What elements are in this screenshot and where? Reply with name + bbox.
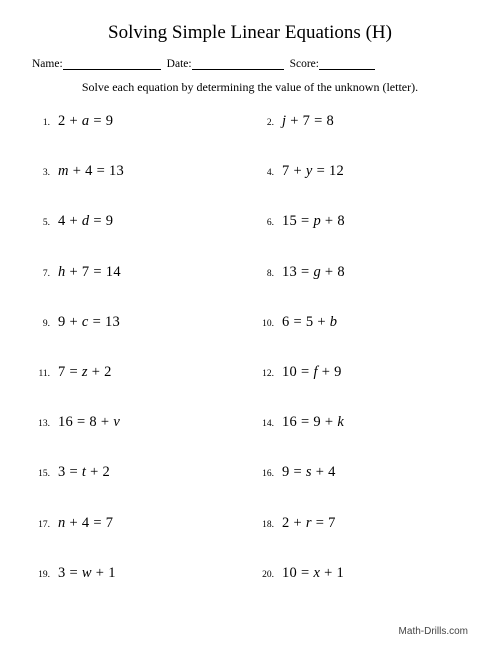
problem-number: 7.	[36, 269, 58, 279]
equation: 9 + c = 13	[58, 314, 120, 331]
problem-number: 12.	[260, 369, 282, 379]
problem: 16.9 = s + 4	[260, 464, 464, 500]
equation: 2 + a = 9	[58, 113, 113, 130]
problem: 14.16 = 9 + k	[260, 414, 464, 450]
footer-attribution: Math-Drills.com	[399, 626, 468, 637]
equation: 6 = 5 + b	[282, 314, 337, 331]
variable: s	[306, 464, 312, 480]
problem: 11.7 = z + 2	[36, 364, 240, 400]
score-field: Score:	[290, 58, 375, 70]
equation: j + 7 = 8	[282, 113, 334, 130]
equation: 7 + y = 12	[282, 163, 344, 180]
variable: p	[313, 213, 321, 229]
equation: h + 7 = 14	[58, 264, 121, 281]
equation: 10 = f + 9	[282, 364, 342, 381]
variable: y	[306, 163, 313, 179]
header-row: Name: Date: Score:	[32, 58, 468, 70]
problem: 3.m + 4 = 13	[36, 163, 240, 199]
problem-number: 1.	[36, 118, 58, 128]
name-blank[interactable]	[63, 58, 161, 70]
date-label: Date:	[167, 58, 192, 70]
variable: d	[82, 213, 90, 229]
date-blank[interactable]	[192, 58, 284, 70]
variable: g	[313, 264, 321, 280]
problem-number: 20.	[260, 570, 282, 580]
variable: n	[58, 515, 66, 531]
problems-grid: 1.2 + a = 9 2.j + 7 = 8 3.m + 4 = 13 4.7 + …	[32, 113, 468, 601]
problem-number: 4.	[260, 168, 282, 178]
variable: v	[113, 414, 120, 430]
problem: 12.10 = f + 9	[260, 364, 464, 400]
variable: w	[82, 565, 92, 581]
problem: 18.2 + r = 7	[260, 515, 464, 551]
equation: 9 = s + 4	[282, 464, 336, 481]
problem: 8.13 = g + 8	[260, 264, 464, 300]
problem: 15.3 = t + 2	[36, 464, 240, 500]
equation: 16 = 8 + v	[58, 414, 120, 431]
problem: 9.9 + c = 13	[36, 314, 240, 350]
variable: c	[82, 314, 89, 330]
problem-number: 2.	[260, 118, 282, 128]
equation: 10 = x + 1	[282, 565, 344, 582]
equation: 15 = p + 8	[282, 213, 345, 230]
equation: 7 = z + 2	[58, 364, 112, 381]
variable: z	[82, 364, 88, 380]
variable: j	[282, 113, 286, 129]
equation: 4 + d = 9	[58, 213, 113, 230]
variable: a	[82, 113, 90, 129]
problem: 5.4 + d = 9	[36, 213, 240, 249]
problem-number: 18.	[260, 520, 282, 530]
name-label: Name:	[32, 58, 63, 70]
equation: m + 4 = 13	[58, 163, 124, 180]
equation: 3 = w + 1	[58, 565, 116, 582]
variable: k	[337, 414, 344, 430]
problem-number: 3.	[36, 168, 58, 178]
variable: b	[330, 314, 338, 330]
date-field: Date:	[167, 58, 284, 70]
variable: f	[313, 364, 317, 380]
page-title: Solving Simple Linear Equations (H)	[32, 22, 468, 44]
problem: 13.16 = 8 + v	[36, 414, 240, 450]
problem-number: 6.	[260, 218, 282, 228]
problem: 20.10 = x + 1	[260, 565, 464, 601]
problem-number: 8.	[260, 269, 282, 279]
equation: 2 + r = 7	[282, 515, 336, 532]
problem: 10.6 = 5 + b	[260, 314, 464, 350]
problem: 7.h + 7 = 14	[36, 264, 240, 300]
problem-number: 11.	[36, 369, 58, 379]
problem-number: 14.	[260, 419, 282, 429]
problem-number: 15.	[36, 469, 58, 479]
problem: 19.3 = w + 1	[36, 565, 240, 601]
problem-number: 10.	[260, 319, 282, 329]
variable: x	[313, 565, 320, 581]
instructions: Solve each equation by determining the v…	[32, 80, 468, 95]
problem-number: 16.	[260, 469, 282, 479]
problem: 4.7 + y = 12	[260, 163, 464, 199]
variable: r	[306, 515, 312, 531]
problem-number: 5.	[36, 218, 58, 228]
problem-number: 17.	[36, 520, 58, 530]
name-field: Name:	[32, 58, 161, 70]
equation: 3 = t + 2	[58, 464, 110, 481]
problem: 17.n + 4 = 7	[36, 515, 240, 551]
equation: 16 = 9 + k	[282, 414, 344, 431]
variable: t	[82, 464, 86, 480]
problem-number: 13.	[36, 419, 58, 429]
problem: 2.j + 7 = 8	[260, 113, 464, 149]
equation: 13 = g + 8	[282, 264, 345, 281]
problem-number: 19.	[36, 570, 58, 580]
variable: m	[58, 163, 69, 179]
score-label: Score:	[290, 58, 319, 70]
equation: n + 4 = 7	[58, 515, 113, 532]
problem: 6.15 = p + 8	[260, 213, 464, 249]
problem: 1.2 + a = 9	[36, 113, 240, 149]
variable: h	[58, 264, 66, 280]
score-blank[interactable]	[319, 58, 375, 70]
problem-number: 9.	[36, 319, 58, 329]
